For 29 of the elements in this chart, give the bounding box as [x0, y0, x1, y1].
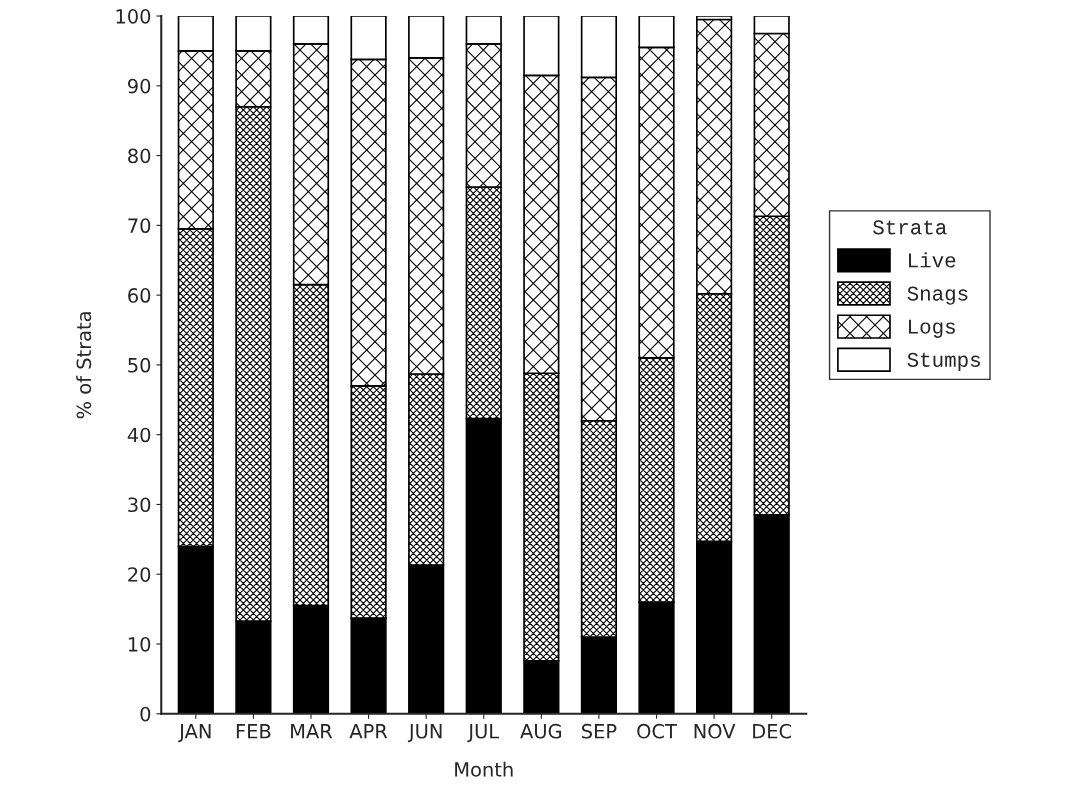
y-tick-label: 40	[127, 427, 151, 443]
x-tick-label: APR	[349, 724, 388, 739]
x-tick-label: NOV	[694, 723, 736, 739]
x-tick-label: AUG	[520, 723, 562, 739]
y-tick-label: 0	[140, 706, 151, 722]
y-tick-label: 50	[128, 357, 151, 373]
legend-title: Strata	[873, 220, 947, 235]
x-tick-label: MAR	[291, 724, 333, 739]
x-tick-label: OCT	[637, 723, 677, 739]
legend-label: Live	[909, 252, 956, 268]
y-tick-label: 70	[128, 218, 151, 234]
x-tick-label: JUN	[407, 724, 442, 743]
y-axis-title: % of Strata	[76, 312, 92, 419]
x-tick-label: FEB	[236, 724, 271, 739]
legend-label: Logs	[909, 319, 955, 338]
legend-label: Stumps	[907, 352, 980, 372]
y-tick-label: 80	[128, 148, 151, 164]
x-axis-title: Month	[455, 761, 513, 777]
x-tick-label: JAN	[178, 724, 211, 743]
y-tick-label: 60	[128, 288, 151, 303]
legend-label: Snags	[907, 286, 968, 305]
y-tick-label: 100	[116, 9, 151, 24]
x-tick-label: DEC	[753, 723, 792, 739]
y-tick-label: 90	[128, 78, 151, 94]
x-tick-label: SEP	[582, 723, 617, 739]
y-tick-label: 10	[128, 636, 151, 652]
y-tick-label: 20	[128, 567, 151, 582]
x-tick-label: JUL	[467, 724, 500, 743]
y-tick-label: 30	[128, 497, 151, 513]
